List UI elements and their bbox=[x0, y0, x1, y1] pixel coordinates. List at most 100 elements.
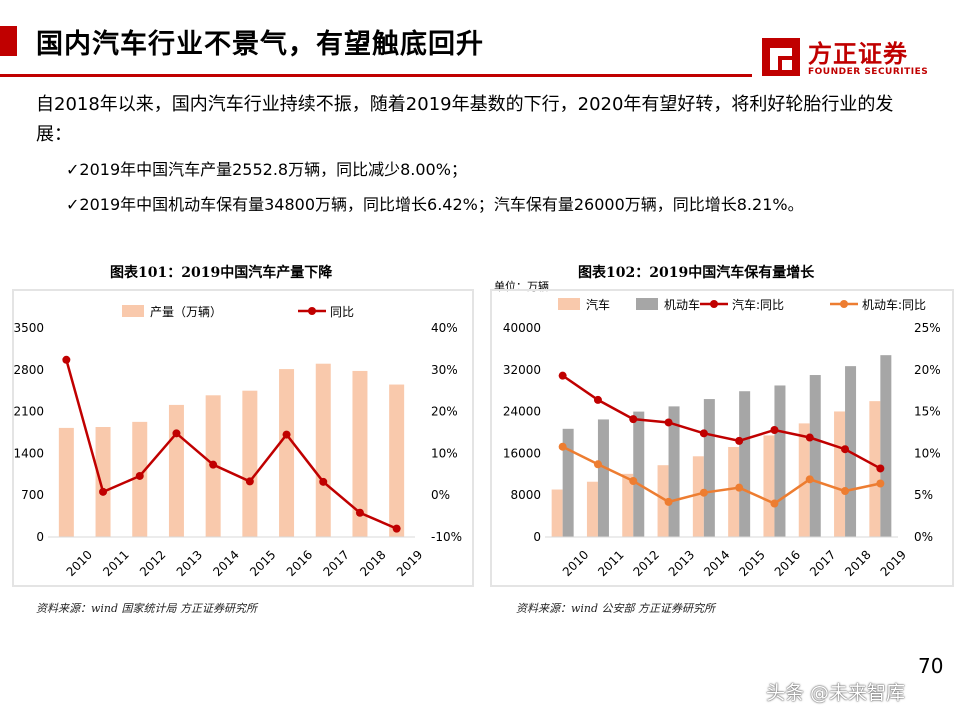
chart1-series-point bbox=[172, 429, 181, 438]
chart2-series-point bbox=[558, 442, 567, 451]
chart2-bar bbox=[562, 428, 574, 537]
chart2-series-point bbox=[841, 445, 850, 454]
chart2-series-point bbox=[593, 395, 602, 404]
chart2-left-tick-label: 0 bbox=[533, 530, 541, 544]
page-number: 70 bbox=[918, 654, 944, 678]
chart1-bar bbox=[168, 404, 184, 537]
founder-securities-logo: 方正证券 FOUNDER SECURITIES bbox=[760, 36, 950, 82]
chart2-category-label: 2017 bbox=[807, 548, 838, 579]
chart1-right-tick-label: 30% bbox=[431, 363, 458, 377]
chart1-bar bbox=[242, 390, 258, 537]
chart2-left-tick-label: 40000 bbox=[503, 321, 541, 335]
chart1-series-point bbox=[245, 477, 254, 486]
chart1-legend-label: 同比 bbox=[330, 305, 354, 319]
chart2-category-label: 2010 bbox=[560, 548, 591, 579]
chart2-legend-marker bbox=[710, 300, 718, 308]
chart2-legend-label: 机动车 bbox=[664, 297, 700, 312]
chart1-bar bbox=[389, 384, 405, 537]
chart1-category-label: 2010 bbox=[64, 548, 95, 579]
chart2-category-label: 2014 bbox=[701, 548, 732, 579]
chart1-right-tick-label: 40% bbox=[431, 321, 458, 335]
chart1-category-label: 2013 bbox=[174, 548, 205, 579]
chart2-bar bbox=[739, 391, 751, 537]
chart2-category-label: 2015 bbox=[736, 548, 767, 579]
chart2-series-point bbox=[876, 479, 885, 488]
chart1-left-tick-label: 0 bbox=[36, 530, 44, 544]
chart2-right-tick-label: 10% bbox=[914, 446, 941, 460]
chart1-series-point bbox=[99, 487, 108, 496]
chart1-series-point bbox=[282, 430, 291, 439]
chart1-bar bbox=[315, 363, 331, 537]
watermark: 头条 @未来智库 bbox=[766, 682, 906, 704]
chart2-frame bbox=[490, 289, 954, 587]
chart1-left-tick-label: 700 bbox=[21, 488, 44, 502]
charts-canvas: 0 700 1400 2100 2800 3500 -10% 0% 10% 20% 30% 40% 20… bbox=[13, 297, 941, 579]
chart2-series-point bbox=[699, 429, 708, 438]
bullet-production: ✓2019年中国汽车产量2552.8万辆，同比减少8.00%； bbox=[66, 160, 467, 179]
chart2-legend-label: 汽车 bbox=[586, 297, 610, 312]
chart2-legend-swatch bbox=[636, 298, 658, 310]
chart2-bar bbox=[597, 419, 609, 537]
chart1-right-tick-label: -10% bbox=[431, 530, 462, 544]
chart1-frame bbox=[12, 289, 474, 587]
chart1-legend-swatch bbox=[122, 305, 144, 317]
chart1-series-point bbox=[135, 471, 144, 480]
logo-mark-icon bbox=[762, 38, 800, 76]
chart2-series-point bbox=[841, 487, 850, 496]
chart1-bar bbox=[58, 427, 74, 537]
intro-paragraph: 自2018年以来，国内汽车行业持续不振，随着2019年基数的下行，2020年有望… bbox=[36, 94, 894, 145]
chart2-bar bbox=[703, 399, 715, 537]
chart1-series-point bbox=[62, 355, 71, 364]
chart1-category-label: 2018 bbox=[357, 548, 388, 579]
chart2-series-line bbox=[562, 445, 881, 505]
page-title: 国内汽车行业不景气，有望触底回升 bbox=[36, 29, 484, 60]
chart2-bar bbox=[763, 435, 775, 537]
chart2-right-tick-label: 15% bbox=[914, 405, 941, 419]
chart2-bar bbox=[809, 375, 821, 537]
chart1-series-point bbox=[355, 508, 364, 517]
title-accent-block bbox=[0, 26, 17, 56]
chart1-category-label: 2017 bbox=[320, 548, 351, 579]
chart2-series-point bbox=[558, 371, 567, 380]
chart2-left-tick-label: 32000 bbox=[503, 363, 541, 377]
chart2-right-tick-label: 0% bbox=[914, 530, 933, 544]
chart2-series-point bbox=[805, 475, 814, 484]
chart2-bar bbox=[834, 411, 846, 537]
chart2-category-label: 2018 bbox=[842, 548, 873, 579]
chart2-series-point bbox=[629, 415, 638, 424]
chart2-bar bbox=[657, 465, 669, 537]
chart1-left-tick-label: 1400 bbox=[13, 446, 44, 460]
logo-text-cn: 方正证券 bbox=[808, 40, 908, 68]
chart2-left-tick-label: 24000 bbox=[503, 405, 541, 419]
chart1-left-tick-label: 2100 bbox=[13, 405, 44, 419]
chart2-legend-label: 机动车:同比 bbox=[862, 297, 926, 312]
chart2-category-label: 2016 bbox=[772, 548, 803, 579]
chart1-series-line bbox=[65, 359, 398, 530]
chart2-series-point bbox=[876, 464, 885, 473]
chart1-legend-marker bbox=[308, 307, 316, 315]
chart1-category-label: 2012 bbox=[137, 548, 168, 579]
chart1-series-point bbox=[209, 460, 218, 469]
chart1-category-label: 2014 bbox=[210, 548, 241, 579]
bullet-ownership: ✓2019年中国机动车保有量34800万辆，同比增长6.42%；汽车保有量260… bbox=[66, 195, 804, 214]
chart1-category-label: 2011 bbox=[100, 548, 131, 579]
chart2-bar bbox=[586, 481, 598, 537]
chart1-left-tick-label: 2800 bbox=[13, 363, 44, 377]
chart2-bar bbox=[798, 423, 810, 537]
chart1-bar bbox=[352, 370, 368, 537]
chart2-bar bbox=[774, 385, 786, 537]
chart2-bar bbox=[869, 401, 881, 537]
chart1-right-tick-label: 20% bbox=[431, 405, 458, 419]
chart2-category-label: 2019 bbox=[878, 548, 909, 579]
chart2-left-tick-label: 16000 bbox=[503, 446, 541, 460]
chart2-bar bbox=[633, 411, 645, 537]
chart2-series-point bbox=[664, 418, 673, 427]
chart2-source: 资料来源：wind 公安部 方正证券研究所 bbox=[516, 602, 716, 615]
chart2-legend-marker bbox=[840, 300, 848, 308]
chart1-source: 资料来源：wind 国家统计局 方正证券研究所 bbox=[36, 602, 258, 615]
chart2-series-point bbox=[593, 460, 602, 469]
chart1-category-label: 2019 bbox=[394, 548, 425, 579]
chart2-left-tick-label: 8000 bbox=[510, 488, 541, 502]
chart2-series-line bbox=[561, 374, 881, 470]
chart2-category-label: 2013 bbox=[666, 548, 697, 579]
